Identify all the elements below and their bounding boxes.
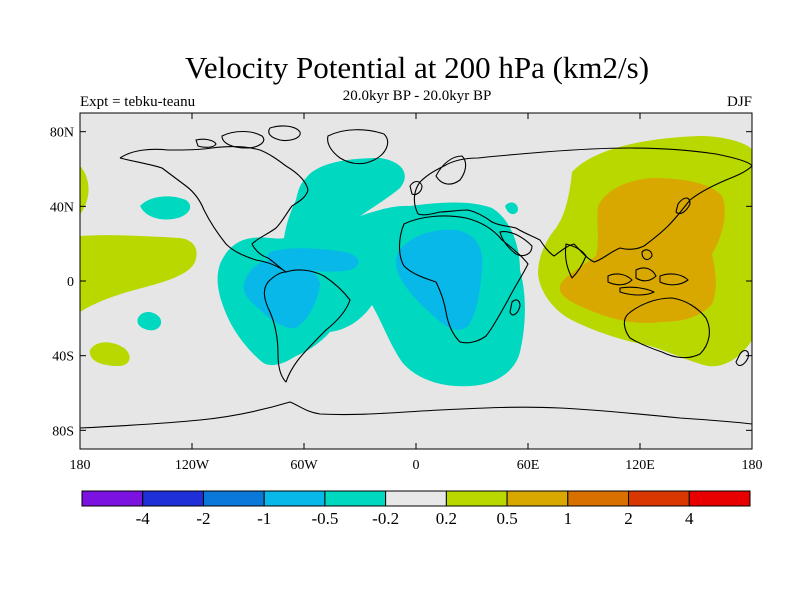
coastline-greenland (327, 129, 389, 165)
contour-pos-0.2-eqpacific (80, 235, 197, 312)
contour-pos-0.2-southpacific (89, 342, 130, 366)
x-tick-label: 120W (175, 458, 210, 473)
colorbar-swatch (142, 490, 204, 507)
colorbar-label: 0.2 (436, 509, 457, 528)
y-tick-label: 80S (52, 424, 74, 439)
colorbar-swatch (688, 490, 751, 507)
colorbar-label: -2 (196, 509, 210, 528)
colorbar-swatch (567, 490, 630, 507)
colorbar-label: 1 (564, 509, 573, 528)
coastline-india (564, 243, 587, 279)
coastline-canada-islands (195, 125, 301, 149)
y-tick-label: 0 (67, 275, 74, 290)
colorbar-swatch (385, 490, 447, 507)
coastline-uk (409, 180, 423, 196)
contour-neg-0.2-atlantic (217, 158, 525, 387)
map-subtitle: 20.0kyr BP - 20.0kyr BP (342, 88, 492, 104)
colorbar: -4 -2 -1 -0.5 -0.2 0.2 0.5 1 2 4 (81, 490, 751, 528)
coastline-new-zealand (735, 349, 749, 367)
x-tick-label: 0 (413, 458, 420, 473)
contour-pos-0.5-indopacific (559, 178, 725, 324)
contour-neg-0.5-caribbean (267, 248, 359, 272)
map-title: Velocity Potential at 200 hPa (km2/s) (184, 50, 650, 85)
coastline-australia (623, 297, 710, 359)
coastline-madagascar (509, 299, 521, 316)
colorbar-swatch (263, 490, 326, 507)
contour-pos-0.2-npacific-west (80, 166, 89, 214)
colorbar-label: -1 (257, 509, 271, 528)
colorbar-label: -4 (136, 509, 151, 528)
contour-neg-0.5-africa (396, 229, 483, 330)
coastline-south-america (263, 269, 351, 383)
colorbar-swatch (506, 490, 569, 507)
map-axis-ticks: 180 120W 60W 0 60E 120E 180 80N 40N 0 40S 80S (50, 113, 763, 473)
colorbar-swatch (445, 490, 508, 507)
colorbar-label: -0.5 (311, 509, 338, 528)
colorbar-swatch (81, 490, 144, 507)
colorbar-label: 2 (624, 509, 633, 528)
contour-neg-0.2-npacific (140, 196, 191, 220)
contour-neg-0.2-asia (505, 202, 518, 215)
map-plot-area (80, 113, 752, 449)
colorbar-label: -0.2 (372, 509, 399, 528)
colorbar-label: 0.5 (496, 509, 517, 528)
y-tick-label: 40N (50, 200, 74, 215)
x-tick-label: 60W (290, 458, 318, 473)
coastline-africa (398, 215, 529, 344)
coastlines (80, 125, 752, 429)
colorbar-swatch (202, 490, 265, 507)
colorbar-swatch (628, 490, 690, 507)
experiment-label: Expt = tebku-teanu (80, 94, 196, 110)
y-tick-label: 40S (52, 350, 74, 365)
season-label: DJF (726, 94, 752, 110)
coastline-maritime-continent (607, 249, 689, 296)
colorbar-label: 4 (685, 509, 694, 528)
coastline-scandinavia (435, 155, 467, 185)
contour-neg-0.5-samerica (243, 259, 320, 329)
colorbar-swatch (324, 490, 387, 507)
negative-anomaly-fields (137, 158, 525, 387)
x-tick-label: 60E (517, 458, 540, 473)
x-tick-label: 120E (625, 458, 655, 473)
coastline-arabia (499, 231, 533, 257)
x-tick-label: 180 (742, 458, 763, 473)
coastline-antarctica (80, 401, 752, 429)
coastline-eurasia (413, 147, 752, 263)
y-tick-label: 80N (50, 126, 74, 141)
coastline-japan (675, 197, 691, 215)
x-tick-label: 180 (70, 458, 91, 473)
contour-neg-0.2-spacific (137, 312, 162, 331)
